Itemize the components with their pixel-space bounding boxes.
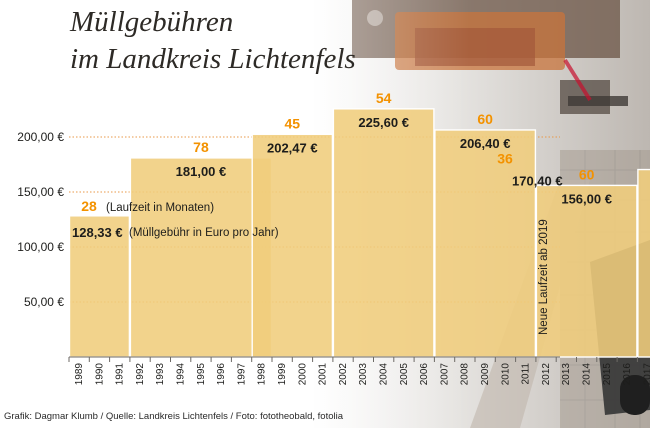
x-tick-label: 2002: [338, 363, 349, 386]
fee-value-label: 206,40 €: [460, 136, 511, 151]
chart-title: Müllgebühren im Landkreis Lichtenfels: [70, 4, 356, 78]
bar: [332, 108, 435, 358]
x-tick-label: 2007: [439, 363, 450, 386]
fee-value-label: 202,47 €: [267, 140, 318, 155]
x-tick-label: 2011: [521, 363, 532, 385]
x-tick-label: 2000: [297, 363, 308, 386]
period-months-label: 54: [376, 90, 392, 106]
x-tick-label: 2005: [399, 363, 410, 386]
x-tick-label: 1998: [257, 363, 268, 386]
period-months-label: 78: [193, 139, 209, 155]
fee-value-label: 181,00 €: [176, 164, 227, 179]
x-tick-label: 1993: [155, 363, 166, 386]
x-tick-label: 2008: [460, 363, 471, 386]
bar: [68, 215, 131, 358]
y-tick-label: 100,00 €: [17, 240, 64, 254]
x-tick-label: 1994: [176, 363, 187, 386]
fee-value-label: 128,33 €: [72, 225, 123, 240]
months-legend-text: (Laufzeit in Monaten): [106, 202, 214, 214]
title-line-2: im Landkreis Lichtenfels: [70, 43, 356, 75]
period-months-label: 36: [497, 151, 513, 167]
x-tick-label: 2009: [480, 363, 491, 386]
x-tick-label: 1992: [135, 363, 146, 386]
y-tick-label: 50,00 €: [24, 295, 64, 309]
x-tick-label: 1999: [277, 363, 288, 386]
x-tick-label: 2013: [561, 363, 572, 386]
x-tick-label: 1996: [216, 363, 227, 386]
period-months-label: 60: [477, 111, 493, 127]
source-credit: Grafik: Dagmar Klumb / Quelle: Landkreis…: [4, 411, 344, 422]
x-tick-label: 2001: [318, 363, 329, 386]
bar: [434, 129, 537, 358]
bar: [535, 184, 638, 358]
x-tick-label: 2015: [602, 363, 613, 386]
period-months-label: 45: [285, 115, 301, 131]
x-tick-label: 2003: [358, 363, 369, 386]
bar: [129, 157, 273, 358]
x-tick-label: 1990: [94, 363, 105, 386]
period-months-label: 28: [81, 198, 97, 214]
x-tick-label: 2004: [379, 363, 390, 386]
x-tick-label: 1995: [196, 363, 207, 386]
fee-legend-text: (Müllgebühr in Euro pro Jahr): [129, 227, 279, 239]
y-tick-label: 200,00 €: [17, 130, 64, 144]
x-tick-label: 2012: [541, 363, 552, 386]
x-tick-label: 1997: [236, 363, 247, 386]
x-tick-label: 2014: [582, 363, 593, 386]
x-tick-label: 2016: [622, 363, 633, 386]
fee-value-label: 156,00 €: [561, 191, 612, 206]
bar: [637, 168, 650, 358]
fee-value-label: 225,60 €: [358, 115, 409, 130]
marker-label: Neue Laufzeit ab 2019: [538, 219, 550, 335]
fee-value-label: 170,40 €: [512, 174, 563, 189]
bar: [251, 133, 334, 358]
x-tick-label: 1991: [115, 363, 126, 386]
period-months-label: 60: [579, 166, 595, 182]
x-tick-label: 2006: [419, 363, 430, 386]
title-line-1: Müllgebühren: [70, 6, 234, 38]
y-tick-label: 150,00 €: [17, 185, 64, 199]
x-tick-label: 2017: [642, 363, 650, 386]
x-tick-label: 1989: [74, 363, 85, 386]
x-tick-label: 2010: [500, 363, 511, 386]
